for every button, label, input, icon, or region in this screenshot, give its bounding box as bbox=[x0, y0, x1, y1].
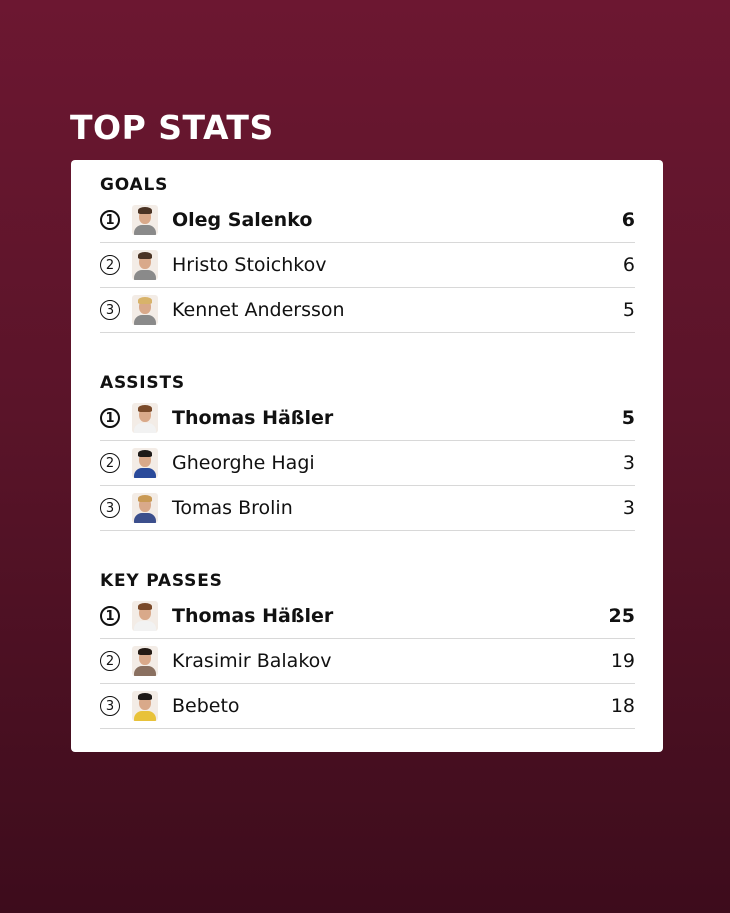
rank-badge: 3 bbox=[100, 696, 120, 716]
player-name: Thomas Häßler bbox=[172, 407, 334, 429]
table-row: 1 Thomas Häßler 5 bbox=[100, 396, 635, 441]
player-name: Hristo Stoichkov bbox=[172, 254, 327, 276]
stat-value: 5 bbox=[621, 407, 635, 429]
stat-value: 25 bbox=[608, 605, 635, 627]
table-row: 3 Bebeto 18 bbox=[100, 684, 635, 729]
player-avatar bbox=[132, 601, 158, 631]
stat-value: 18 bbox=[610, 695, 635, 717]
stat-value: 6 bbox=[622, 254, 635, 276]
player-name: Tomas Brolin bbox=[172, 497, 293, 519]
table-row: 2 Krasimir Balakov 19 bbox=[100, 639, 635, 684]
stat-value: 19 bbox=[610, 650, 635, 672]
rank-badge: 2 bbox=[100, 453, 120, 473]
page-title: TOP STATS bbox=[70, 108, 274, 147]
section-goals: GOALS 1 Oleg Salenko 6 2 Hristo Stoichko… bbox=[100, 172, 635, 333]
player-avatar bbox=[132, 250, 158, 280]
player-avatar bbox=[132, 295, 158, 325]
player-avatar bbox=[132, 646, 158, 676]
player-avatar bbox=[132, 205, 158, 235]
stat-value: 3 bbox=[622, 452, 635, 474]
stats-card: GOALS 1 Oleg Salenko 6 2 Hristo Stoichko… bbox=[71, 160, 663, 752]
player-name: Gheorghe Hagi bbox=[172, 452, 315, 474]
table-row: 1 Oleg Salenko 6 bbox=[100, 198, 635, 243]
rank-badge: 1 bbox=[100, 606, 120, 626]
player-name: Oleg Salenko bbox=[172, 209, 313, 231]
rank-badge: 1 bbox=[100, 210, 120, 230]
player-name: Thomas Häßler bbox=[172, 605, 334, 627]
player-avatar bbox=[132, 403, 158, 433]
rank-badge: 2 bbox=[100, 255, 120, 275]
section-title: GOALS bbox=[100, 175, 169, 195]
player-name: Bebeto bbox=[172, 695, 240, 717]
table-row: 3 Kennet Andersson 5 bbox=[100, 288, 635, 333]
section-key-passes: KEY PASSES 1 Thomas Häßler 25 2 Krasimir… bbox=[100, 568, 635, 729]
player-avatar bbox=[132, 448, 158, 478]
rank-badge: 3 bbox=[100, 300, 120, 320]
section-title: KEY PASSES bbox=[100, 571, 223, 591]
rank-badge: 3 bbox=[100, 498, 120, 518]
player-avatar bbox=[132, 493, 158, 523]
table-row: 2 Gheorghe Hagi 3 bbox=[100, 441, 635, 486]
table-row: 1 Thomas Häßler 25 bbox=[100, 594, 635, 639]
player-name: Krasimir Balakov bbox=[172, 650, 332, 672]
rank-badge: 1 bbox=[100, 408, 120, 428]
rank-badge: 2 bbox=[100, 651, 120, 671]
player-avatar bbox=[132, 691, 158, 721]
section-assists: ASSISTS 1 Thomas Häßler 5 2 Gheorghe Hag… bbox=[100, 370, 635, 531]
section-title: ASSISTS bbox=[100, 373, 185, 393]
table-row: 2 Hristo Stoichkov 6 bbox=[100, 243, 635, 288]
table-row: 3 Tomas Brolin 3 bbox=[100, 486, 635, 531]
stat-value: 6 bbox=[621, 209, 635, 231]
player-name: Kennet Andersson bbox=[172, 299, 345, 321]
stat-value: 5 bbox=[622, 299, 635, 321]
stat-value: 3 bbox=[622, 497, 635, 519]
